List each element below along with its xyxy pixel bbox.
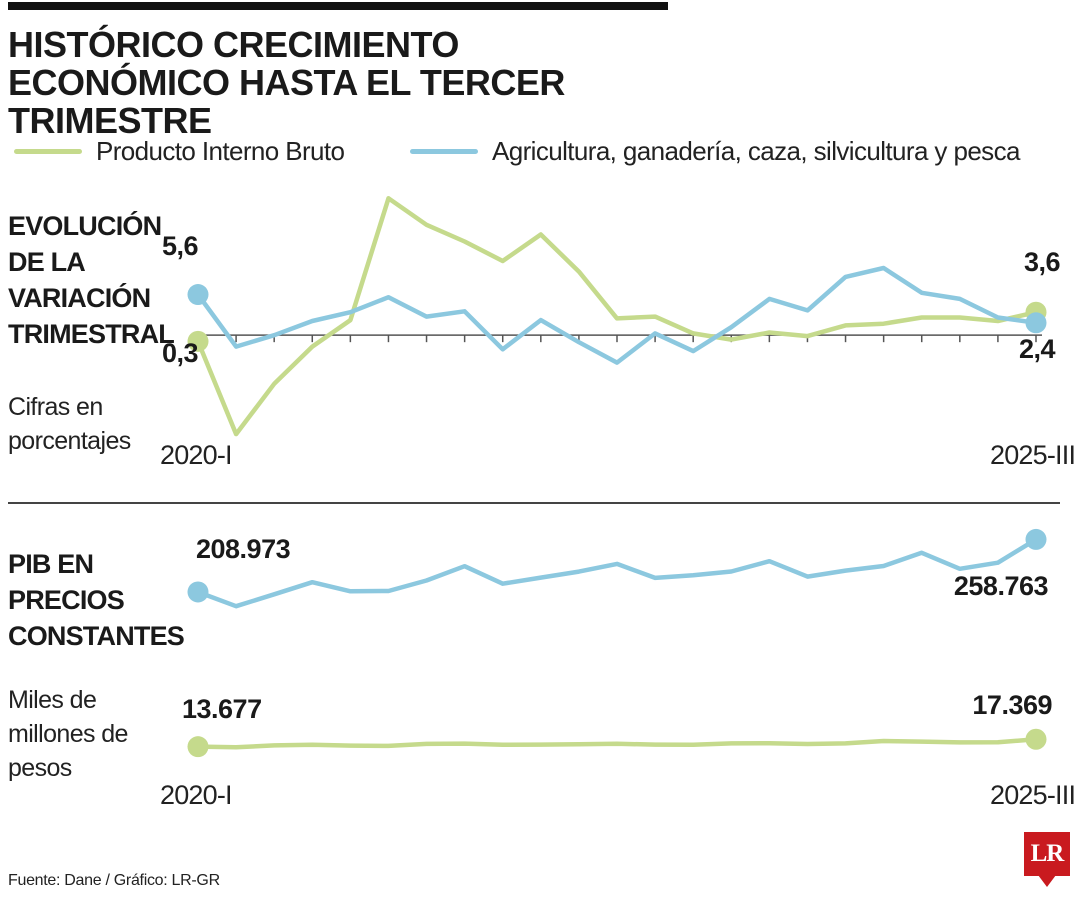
variation-section-subtitle: Cifras en porcentajes (8, 390, 131, 458)
top-rule (8, 2, 668, 10)
pib-label-end: 258.763 (954, 571, 1049, 601)
pib-title-line: PRECIOS (8, 585, 125, 615)
lr-logo: LR (1024, 832, 1070, 888)
variation-line-pib (195, 196, 1039, 437)
legend-swatch-pib (14, 148, 82, 154)
variation-line-agro (195, 265, 1039, 365)
variation-x-start-label: 2020-I (160, 440, 233, 470)
pib-endpoint-pib (1025, 528, 1047, 550)
variation-title-line: TRIMESTRAL (8, 319, 175, 349)
section-divider (8, 502, 1060, 504)
variation-title-line: EVOLUCIÓN (8, 211, 162, 241)
variation-x-end-label: 2025-III (990, 440, 1076, 470)
variation-endpoint-pib (1025, 301, 1047, 323)
pib-section-title: PIB EN PRECIOS CONSTANTES (8, 546, 185, 654)
agro-level-label-start: 13.677 (182, 694, 262, 724)
variation-label-pib-end: 3,6 (1024, 247, 1061, 277)
variation-subtitle-line: porcentajes (8, 427, 131, 455)
pib-label-start: 208.973 (196, 534, 291, 564)
legend-label-agro: Agricultura, ganadería, caza, silvicultu… (492, 135, 1020, 166)
pib-x-end-label: 2025-III (990, 780, 1076, 810)
variation-title-line: VARIACIÓN (8, 283, 151, 313)
legend-swatch-agro (410, 148, 478, 154)
pib-x-start-label: 2020-I (160, 780, 233, 810)
legend-item-pib: Producto Interno Bruto (14, 134, 345, 168)
variation-title-line: DE LA (8, 247, 86, 277)
pib-title-line: CONSTANTES (8, 621, 185, 651)
lr-logo-tail (1038, 875, 1056, 887)
variation-endpoint-agro (1025, 312, 1047, 334)
legend-label-pib: Producto Interno Bruto (96, 135, 345, 166)
chart-title: HISTÓRICO CRECIMIENTO ECONÓMICO HASTA EL… (8, 24, 565, 141)
pib-subtitle-line: Miles de (8, 686, 97, 714)
legend-item-agro: Agricultura, ganadería, caza, silvicultu… (410, 134, 1020, 168)
variation-subtitle-line: Cifras en (8, 393, 103, 421)
pib-line-agro (195, 737, 1039, 750)
lr-logo-box: LR (1024, 832, 1070, 876)
pib-endpoint-pib (187, 581, 209, 603)
variation-endpoint-agro (187, 284, 209, 306)
pib-subtitle-line: pesos (8, 754, 72, 782)
agro-level-label-end: 17.369 (972, 690, 1052, 720)
variation-section-title: EVOLUCIÓN DE LA VARIACIÓN TRIMESTRAL (8, 208, 175, 352)
pib-line-pib (195, 537, 1039, 609)
pib-endpoint-agro (187, 736, 209, 758)
pib-title-line: PIB EN (8, 549, 94, 579)
pib-section-subtitle: Miles de millones de pesos (8, 683, 128, 785)
variation-endpoint-pib (187, 330, 209, 352)
variation-label-agro-end: 2,4 (1019, 334, 1056, 364)
pib-endpoint-agro (1025, 728, 1047, 750)
source-note: Fuente: Dane / Gráfico: LR-GR (8, 872, 220, 889)
pib-subtitle-line: millones de (8, 720, 128, 748)
